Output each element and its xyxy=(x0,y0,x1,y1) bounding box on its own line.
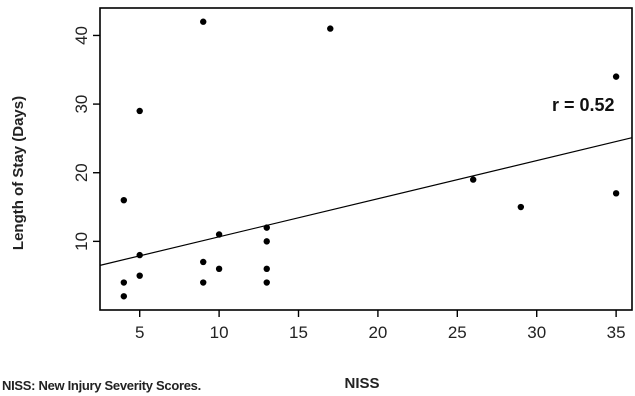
data-point xyxy=(120,293,128,300)
data-point xyxy=(263,279,270,286)
plot-frame xyxy=(99,7,633,311)
x-axis-title: NISS xyxy=(344,375,379,392)
trend-line xyxy=(99,137,633,266)
data-point xyxy=(215,265,223,273)
data-point xyxy=(200,18,207,25)
y-tick-label: 10 xyxy=(72,232,91,251)
data-point xyxy=(469,176,477,183)
data-point xyxy=(263,238,270,245)
data-point xyxy=(200,258,207,266)
data-point xyxy=(612,190,620,197)
x-axis: 5 10 15 20 25 30 35 xyxy=(135,310,626,342)
y-tick-label: 40 xyxy=(72,26,91,45)
x-tick-label: 35 xyxy=(607,323,626,342)
x-tick-label: 25 xyxy=(448,323,467,342)
data-point xyxy=(136,107,143,115)
data-point xyxy=(263,265,270,273)
y-axis-title: Length of Stay (Days) xyxy=(10,96,27,250)
data-point xyxy=(136,251,143,259)
data-point xyxy=(517,203,525,211)
y-axis: 10 20 30 40 xyxy=(72,26,100,251)
data-point xyxy=(120,279,128,286)
correlation-annotation: r = 0.52 xyxy=(552,95,615,115)
footnote: NISS: New Injury Severity Scores. xyxy=(2,378,201,393)
data-point xyxy=(136,272,143,279)
y-tick-label: 30 xyxy=(72,95,91,114)
x-tick-label: 5 xyxy=(135,323,144,342)
data-point xyxy=(263,224,270,231)
data-point xyxy=(612,73,620,80)
x-tick-label: 20 xyxy=(368,323,387,342)
data-points xyxy=(120,18,620,300)
data-point xyxy=(215,231,223,238)
y-tick-label: 20 xyxy=(72,163,91,182)
data-point xyxy=(200,279,207,286)
data-point xyxy=(120,196,128,204)
x-tick-label: 15 xyxy=(289,323,308,342)
x-tick-label: 10 xyxy=(210,323,229,342)
x-tick-label: 30 xyxy=(527,323,546,342)
data-point xyxy=(327,25,334,32)
